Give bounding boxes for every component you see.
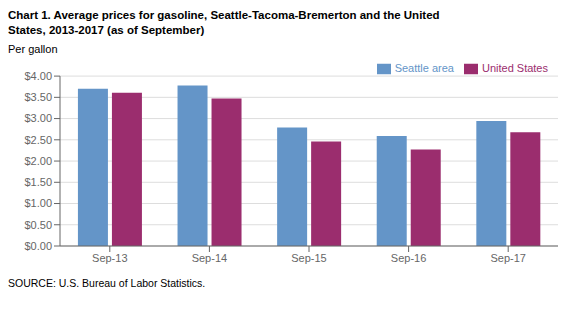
svg-text:Sep-17: Sep-17 <box>490 252 525 264</box>
svg-text:$0.00: $0.00 <box>24 240 52 252</box>
svg-text:Sep-16: Sep-16 <box>391 252 426 264</box>
html-text:Seattle area: Seattle area <box>394 62 454 74</box>
svg-text:$0.50: $0.50 <box>24 219 52 231</box>
svg-text:Sep-14: Sep-14 <box>192 252 227 264</box>
svg-text:$1.00: $1.00 <box>24 197 52 209</box>
svg-text:$3.00: $3.00 <box>24 112 52 124</box>
svg-text:Sep-15: Sep-15 <box>291 252 326 264</box>
html-text:SOURCE: U.S. Bureau of Labor S: SOURCE: U.S. Bureau of Labor Statistics. <box>8 277 206 289</box>
svg-text:$4.00: $4.00 <box>24 70 52 82</box>
html-text:States, 2013-2017 (as of Septe: States, 2013-2017 (as of September) <box>8 24 205 36</box>
svg-text:Sep-13: Sep-13 <box>92 252 127 264</box>
html-text:Per gallon: Per gallon <box>8 43 58 55</box>
svg-text:$1.50: $1.50 <box>24 176 52 188</box>
svg-text:$2.00: $2.00 <box>24 155 52 167</box>
svg-text:$3.50: $3.50 <box>24 91 52 103</box>
html-text:United States: United States <box>482 62 548 74</box>
html-text:Chart 1. Average prices for ga: Chart 1. Average prices for gasoline, Se… <box>8 9 440 21</box>
svg-text:$2.50: $2.50 <box>24 134 52 146</box>
